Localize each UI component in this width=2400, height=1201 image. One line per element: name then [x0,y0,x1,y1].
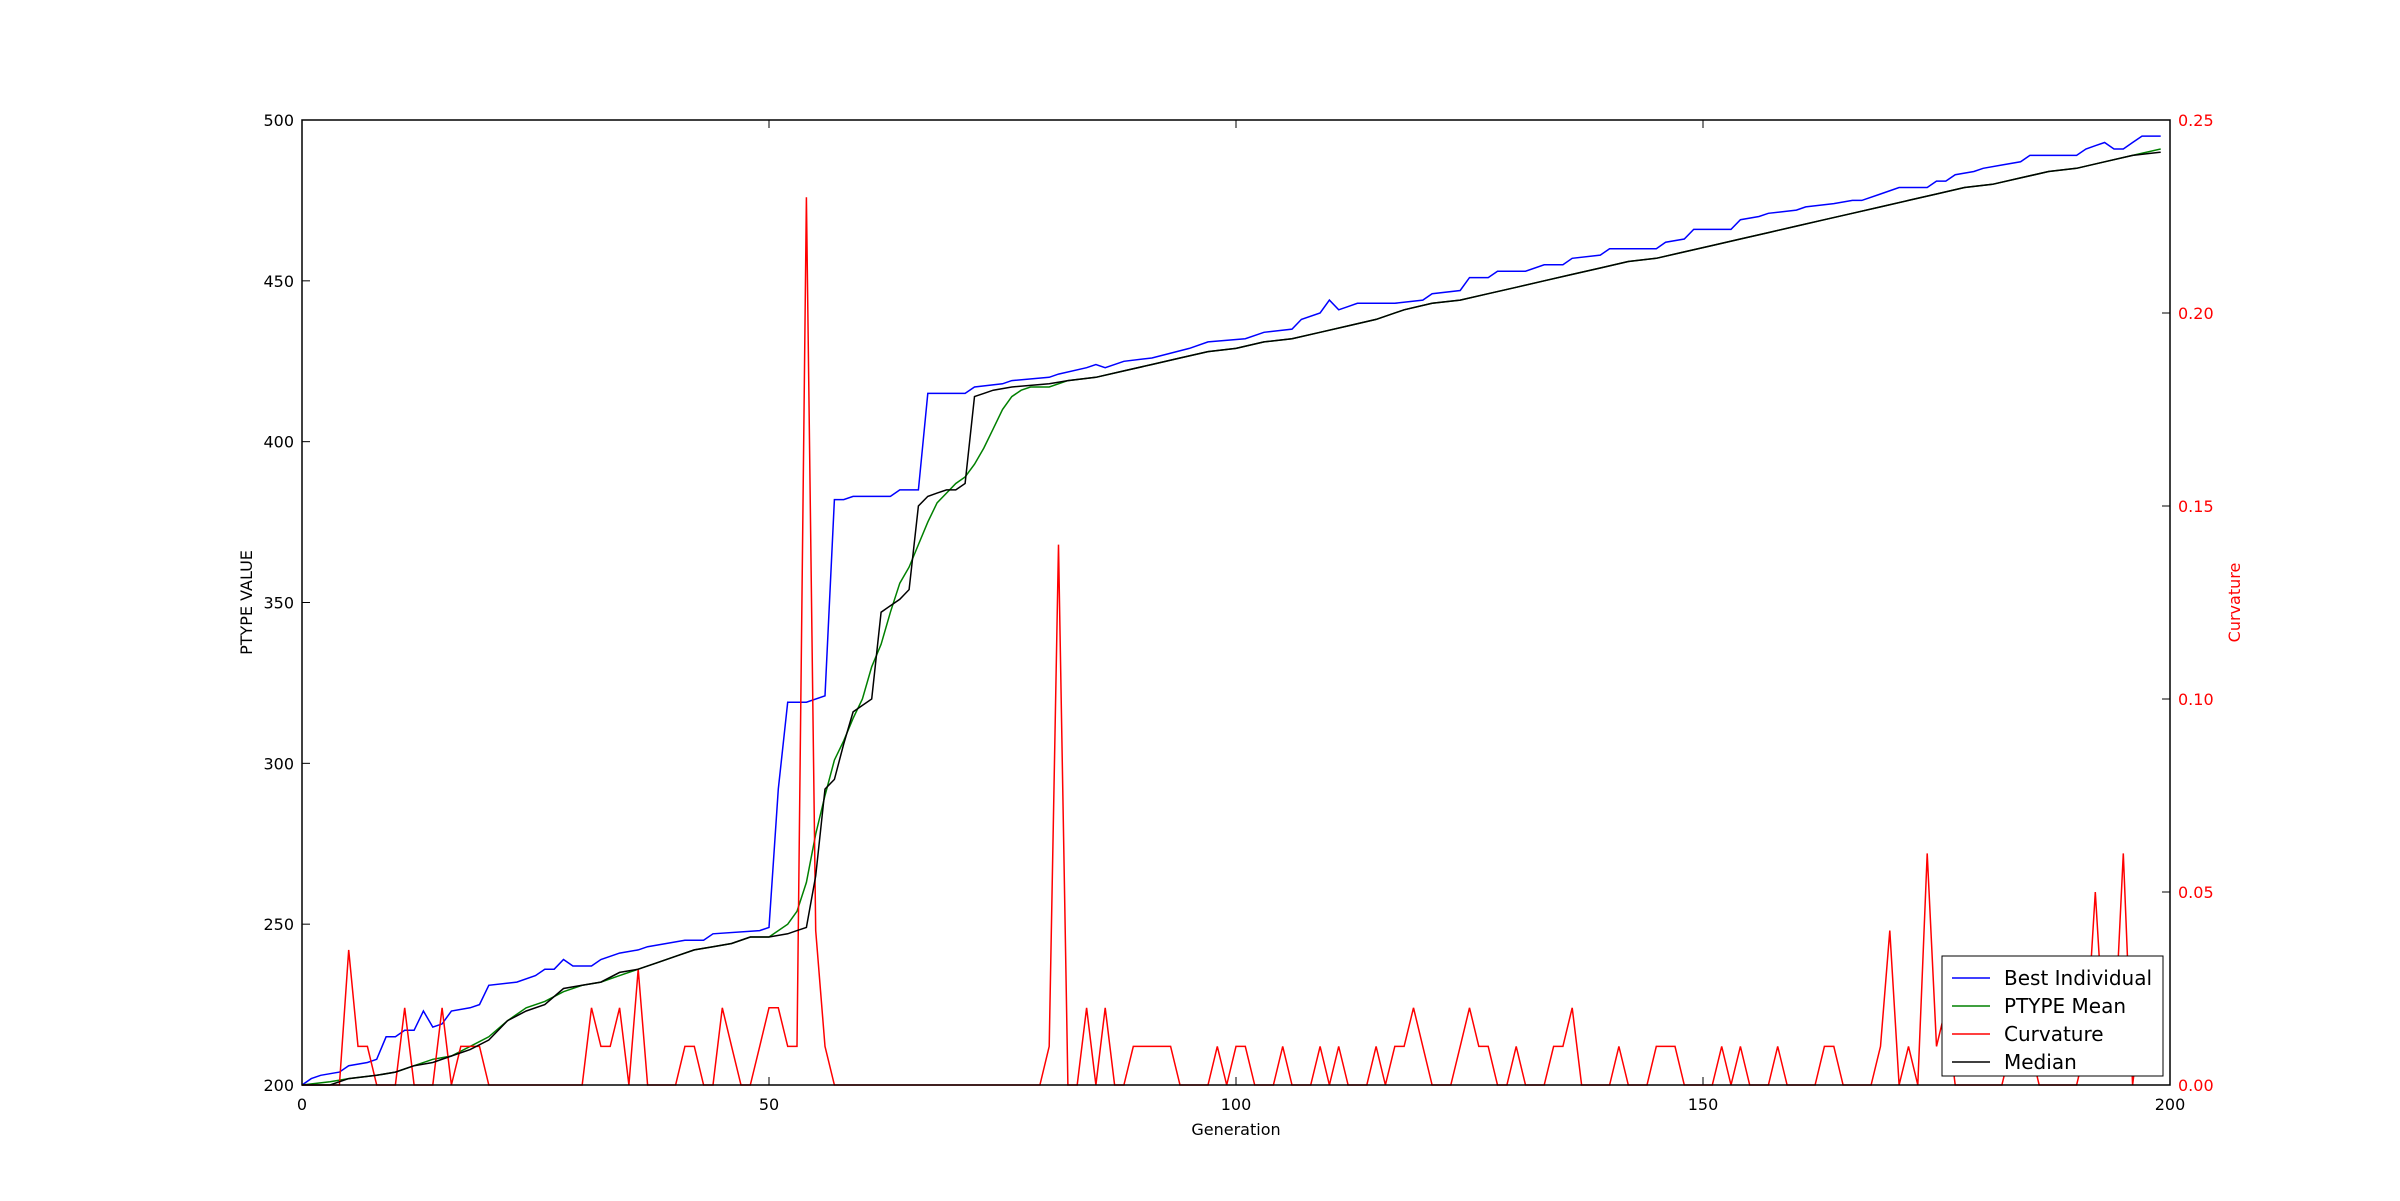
y-tick-label: 350 [263,594,294,613]
x-axis: 0 50 100 150 200 [297,120,2185,1114]
legend-label: PTYPE Mean [2004,994,2126,1018]
y2-tick-label: 0.25 [2178,111,2214,130]
x-tick-label: 0 [297,1095,307,1114]
legend: Best Individual PTYPE Mean Curvature Median [1941,955,2164,1077]
y2-tick-label: 0.05 [2178,883,2214,902]
x-axis-label: Generation [1191,1120,1280,1139]
plot-lines [301,135,2161,1086]
y-tick-label: 300 [263,754,294,773]
y-tick-label: 200 [263,1076,294,1095]
y-axis-left: 200 250 300 350 400 450 500 [263,111,310,1095]
y-axis-label-right: Curvature [2225,563,2244,643]
series-line-curvature [302,197,2153,1086]
y-tick-label: 500 [263,111,294,130]
y-tick-label: 250 [263,915,294,934]
y-axis-right: 0.00 0.05 0.10 0.15 0.20 0.25 [2162,111,2214,1095]
y-axis-label-left: PTYPE VALUE [237,550,256,655]
x-tick-label: 50 [759,1095,779,1114]
legend-label: Median [2004,1050,2077,1074]
series-line-best-individual [301,135,2161,1086]
series-line-median [302,151,2161,1086]
x-tick-label: 150 [1688,1095,1719,1114]
y-tick-label: 400 [263,433,294,452]
series-line-ptype-mean [301,148,2161,1086]
x-tick-label: 200 [2155,1095,2186,1114]
y2-tick-label: 0.20 [2178,304,2214,323]
y2-tick-label: 0.00 [2178,1076,2214,1095]
y2-tick-label: 0.10 [2178,690,2214,709]
legend-label: Best Individual [2004,966,2152,990]
legend-label: Curvature [2004,1022,2104,1046]
y-tick-label: 450 [263,272,294,291]
x-tick-label: 100 [1221,1095,1252,1114]
y2-tick-label: 0.15 [2178,497,2214,516]
legend-box [1941,955,2164,1077]
